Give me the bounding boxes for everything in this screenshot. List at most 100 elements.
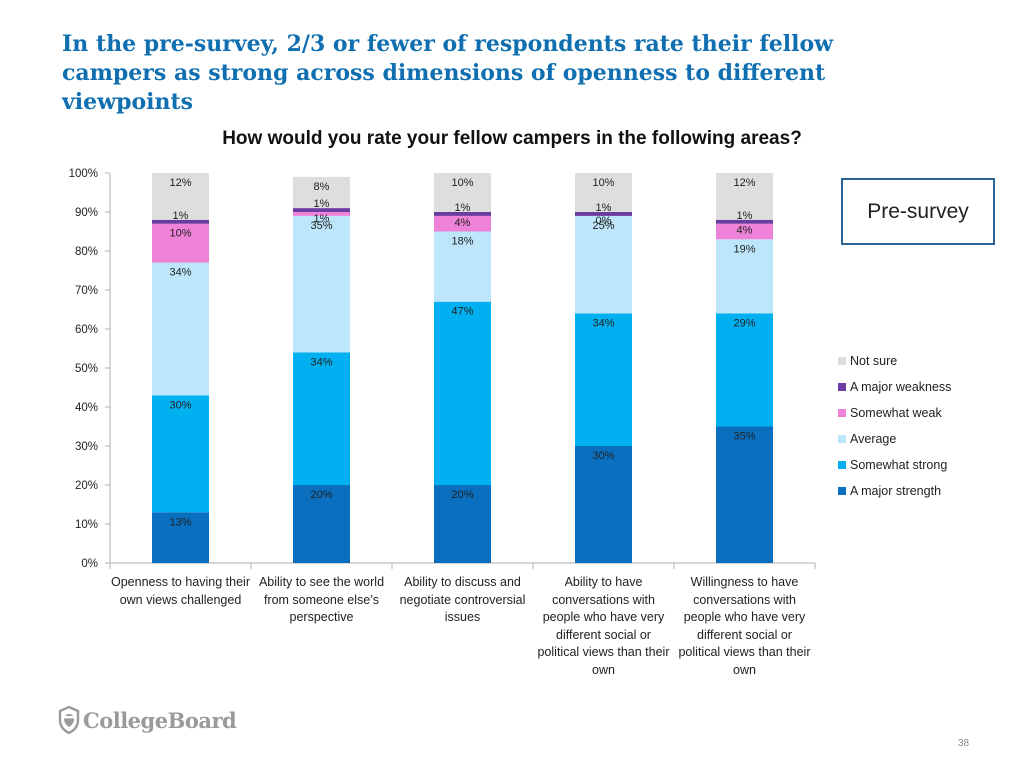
bar-segment: [293, 352, 350, 485]
bar-segment: [716, 223, 773, 240]
y-tick-label: 50%: [75, 363, 98, 375]
bar-segment: [716, 173, 773, 220]
legend-label: Average: [850, 432, 897, 446]
data-label: 34%: [592, 317, 614, 329]
legend-item: Somewhat strong: [838, 452, 951, 478]
data-label: 47%: [451, 306, 473, 318]
data-label: 0%: [596, 215, 612, 227]
legend-label: Somewhat weak: [850, 406, 942, 420]
data-label: 35%: [310, 220, 332, 232]
bar-segment: [152, 262, 209, 396]
bar-segment: [716, 239, 773, 314]
legend-label: Somewhat strong: [850, 458, 948, 472]
bar-segment: [152, 219, 209, 224]
data-label: 10%: [169, 228, 191, 240]
bar-segment: [293, 208, 350, 212]
bar-segment: [434, 485, 491, 563]
data-label: 13%: [169, 516, 191, 528]
x-tick-label: Willingness to have conversations with p…: [678, 575, 811, 677]
legend-label: A major strength: [850, 484, 942, 498]
y-tick-label: 0%: [81, 558, 98, 570]
data-label: 29%: [733, 317, 755, 329]
x-tick-label: Ability to have conversations with peopl…: [537, 575, 670, 677]
bar-segment: [716, 426, 773, 563]
data-label: 1%: [596, 202, 612, 214]
bar-segment: [293, 215, 350, 353]
legend-label: A major weakness: [850, 380, 952, 394]
data-label: 34%: [169, 267, 191, 279]
data-label: 10%: [451, 177, 473, 189]
data-label: 25%: [592, 220, 614, 232]
legend-swatch: [838, 383, 846, 391]
page-number: 38: [958, 738, 970, 749]
y-tick-label: 60%: [75, 324, 98, 336]
y-tick-label: 90%: [75, 207, 98, 219]
bar-segment: [716, 219, 773, 224]
bar-segment: [716, 313, 773, 427]
bar-segment: [293, 176, 350, 209]
data-label: 34%: [310, 356, 332, 368]
bar-segment: [575, 446, 632, 563]
y-tick-label: 100%: [69, 168, 98, 180]
legend-swatch: [838, 435, 846, 443]
data-label: 30%: [169, 399, 191, 411]
y-tick-label: 10%: [75, 519, 98, 531]
data-label: 20%: [451, 489, 473, 501]
legend-label: Not sure: [850, 354, 898, 368]
bar-segment: [434, 231, 491, 302]
data-label: 4%: [455, 217, 471, 229]
data-label: 8%: [314, 181, 330, 193]
legend-swatch: [838, 357, 846, 365]
data-label: 1%: [314, 198, 330, 210]
data-label: 1%: [314, 213, 330, 225]
bar-segment: [152, 512, 209, 563]
bar-segment: [575, 212, 632, 216]
x-tick-label: Ability to see the world from someone el…: [258, 575, 385, 624]
legend-swatch: [838, 461, 846, 469]
bar-segment: [575, 313, 632, 446]
chart-legend: Not sure A major weakness Somewhat weak Ave…: [838, 348, 951, 504]
legend-swatch: [838, 409, 846, 417]
y-tick-label: 40%: [75, 402, 98, 414]
legend-item: A major strength: [838, 478, 951, 504]
bar-segment: [152, 173, 209, 220]
data-label: 12%: [733, 177, 755, 189]
logo-text: CollegeBoard: [83, 707, 237, 733]
y-tick-label: 30%: [75, 441, 98, 453]
data-label: 4%: [737, 225, 753, 237]
x-tick-label: Openness to having their own views chall…: [111, 575, 250, 607]
college-board-logo: CollegeBoard: [58, 706, 237, 734]
bar-segment: [293, 485, 350, 563]
data-label: 1%: [737, 210, 753, 222]
data-label: 20%: [310, 489, 332, 501]
legend-swatch: [838, 487, 846, 495]
bar-segment: [434, 212, 491, 216]
data-label: 35%: [733, 431, 755, 443]
y-tick-label: 80%: [75, 246, 98, 258]
bar-segment: [434, 301, 491, 485]
legend-item: Average: [838, 426, 951, 452]
bar-segment: [152, 395, 209, 513]
bar-segment: [152, 223, 209, 263]
data-label: 12%: [169, 177, 191, 189]
data-label: 18%: [451, 236, 473, 248]
chart-title: How would you rate your fellow campers i…: [222, 128, 802, 149]
legend-item: Not sure: [838, 348, 951, 374]
bar-segment: [575, 173, 632, 212]
data-label: 19%: [733, 243, 755, 255]
legend-item: Somewhat weak: [838, 400, 951, 426]
legend-item: A major weakness: [838, 374, 951, 400]
acorn-shield-icon: [58, 706, 80, 734]
pre-survey-badge: Pre-survey: [841, 178, 995, 245]
data-label: 30%: [592, 450, 614, 462]
bar-segment: [575, 215, 632, 314]
data-label: 10%: [592, 177, 614, 189]
bar-segment: [293, 212, 350, 216]
y-tick-label: 20%: [75, 480, 98, 492]
x-tick-label: Ability to discuss and negotiate controv…: [399, 575, 526, 624]
data-label: 1%: [173, 210, 189, 222]
y-tick-label: 70%: [75, 285, 98, 297]
data-label: 1%: [455, 202, 471, 214]
bar-segment: [434, 215, 491, 232]
